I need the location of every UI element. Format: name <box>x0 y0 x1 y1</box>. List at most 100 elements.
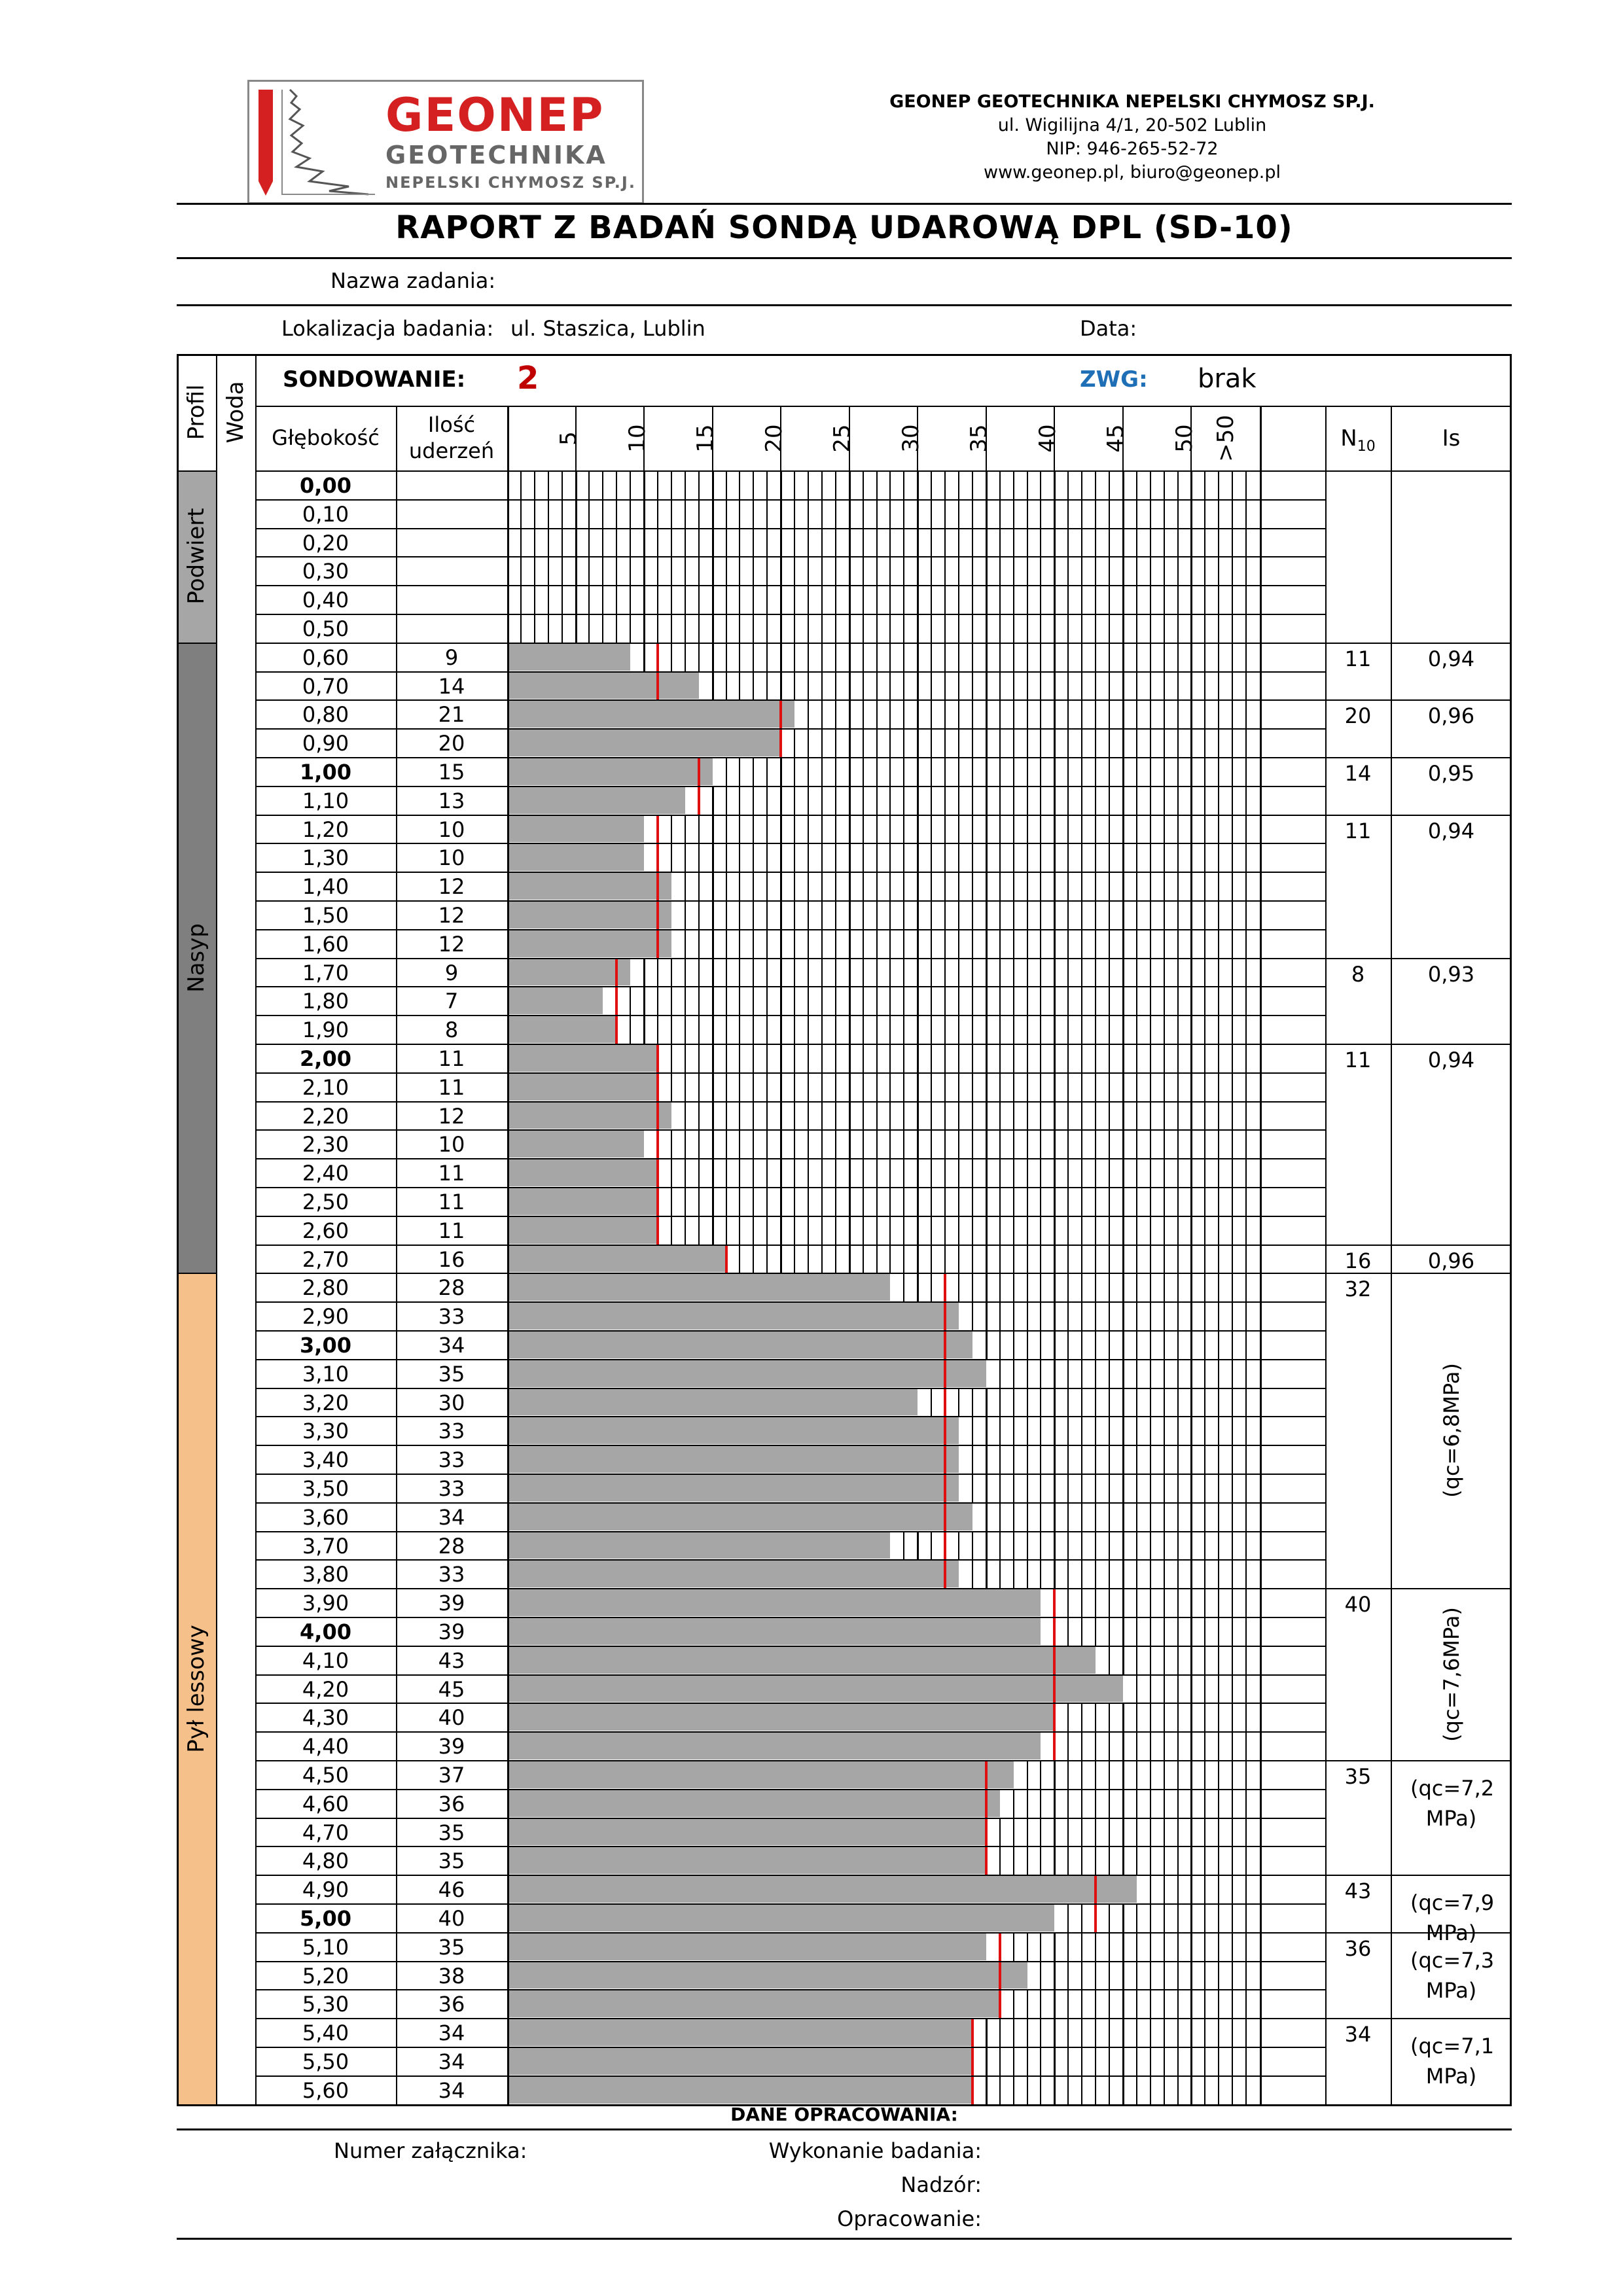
grid-line <box>1122 757 1124 786</box>
grid-line <box>821 643 823 671</box>
company-address: ul. Wigilijna 4/1, 20-502 Lublin <box>785 115 1479 135</box>
grid-line <box>1081 1502 1082 1531</box>
grid-line <box>863 470 864 499</box>
grid-line <box>1109 1932 1110 1961</box>
depth-cell: 3,00 <box>255 1333 396 1358</box>
blow-bar <box>507 673 699 699</box>
grid-line <box>1204 556 1205 585</box>
grid-line <box>1095 1015 1096 1044</box>
grid-line <box>1164 1588 1165 1617</box>
grid-line <box>753 499 754 528</box>
depth-cell: 5,60 <box>255 2078 396 2103</box>
grid-line <box>808 1044 809 1072</box>
grid-line <box>1245 1015 1247 1044</box>
grid-line <box>1190 1359 1192 1388</box>
grid-line <box>1232 1187 1233 1216</box>
grid-line <box>986 699 988 728</box>
sounding-number: 2 <box>517 360 539 397</box>
grid-line <box>766 815 768 843</box>
grid-line <box>1232 843 1233 872</box>
grid-line <box>999 1531 1001 1560</box>
grid-line <box>1095 986 1096 1015</box>
grid-line <box>808 671 809 700</box>
grid-line <box>671 1187 672 1216</box>
grid-line <box>944 929 946 958</box>
grid-line <box>1013 1445 1014 1474</box>
n10-header-text: N <box>1340 425 1357 451</box>
grid-line <box>1218 614 1219 643</box>
grid-line <box>794 470 795 499</box>
grid-line <box>1232 1015 1233 1044</box>
grid-line <box>1150 1474 1151 1502</box>
grid-line <box>1150 1359 1151 1388</box>
grid-line <box>1164 1072 1165 1101</box>
grid-line <box>999 986 1001 1015</box>
grid-line <box>794 786 795 815</box>
grid-line <box>1067 1531 1069 1560</box>
grid-line <box>931 1388 932 1417</box>
grid-line <box>889 1101 891 1130</box>
blows-cell: 34 <box>396 1333 507 1358</box>
grid-line <box>1204 470 1205 499</box>
grid-line <box>972 786 973 815</box>
grid-line <box>999 499 1001 528</box>
grid-line <box>944 1101 946 1130</box>
grid-line <box>1109 1818 1110 1846</box>
grid-line <box>1122 958 1124 987</box>
grid-line <box>1027 1245 1028 1273</box>
grid-line <box>575 528 577 557</box>
grid-line <box>821 843 823 872</box>
grid-line <box>1027 757 1028 786</box>
grid-line <box>726 1101 727 1130</box>
grid-line <box>903 556 904 585</box>
grid-line <box>1013 843 1014 872</box>
grid-line <box>1040 1559 1041 1588</box>
grid-line <box>1204 585 1205 614</box>
grid-line <box>1122 1760 1124 1789</box>
grid-line <box>1027 1474 1028 1502</box>
n10-value: 11 <box>1325 819 1391 843</box>
grid-line <box>685 1129 686 1158</box>
grid-line <box>863 671 864 700</box>
grid-line <box>562 556 563 585</box>
grid-line <box>1218 1875 1219 1903</box>
grid-line <box>1054 614 1056 643</box>
grid-line <box>917 1531 919 1560</box>
grid-line <box>1204 643 1205 671</box>
grid-line <box>917 1187 919 1216</box>
grid-line <box>562 528 563 557</box>
grid-line <box>1054 1330 1056 1359</box>
grid-line <box>889 643 891 671</box>
grid-line <box>562 585 563 614</box>
grid-line <box>1027 699 1028 728</box>
grid-line <box>931 786 932 815</box>
grid-line <box>986 843 988 872</box>
grid-line <box>1164 2075 1165 2104</box>
grid-line <box>1054 671 1056 700</box>
grid-line <box>1054 1932 1056 1961</box>
grid-line <box>1122 614 1124 643</box>
grid-line <box>821 986 823 1015</box>
grid-line <box>972 1273 973 1301</box>
grid-line <box>1122 1359 1124 1388</box>
grid-line <box>1136 1129 1137 1158</box>
grid-line <box>1245 986 1247 1015</box>
grid-line <box>1150 843 1151 872</box>
grid-line <box>876 986 878 1015</box>
grid-line <box>1040 1101 1041 1130</box>
grid-line <box>1164 1789 1165 1818</box>
blows-cell: 43 <box>396 1648 507 1673</box>
grid-line <box>1245 1903 1247 1932</box>
grid-line <box>917 786 919 815</box>
grid-line <box>1150 1129 1151 1158</box>
grid-line <box>1218 2047 1219 2075</box>
grid-line <box>1136 2047 1137 2075</box>
depth-cell: 2,00 <box>255 1046 396 1071</box>
group-boundary <box>1325 1875 1512 1876</box>
grid-line <box>835 556 836 585</box>
grid-line <box>766 585 768 614</box>
grid-line <box>1177 815 1179 843</box>
grid-line <box>808 843 809 872</box>
grid-line <box>575 499 577 528</box>
grid-line <box>1081 1416 1082 1445</box>
